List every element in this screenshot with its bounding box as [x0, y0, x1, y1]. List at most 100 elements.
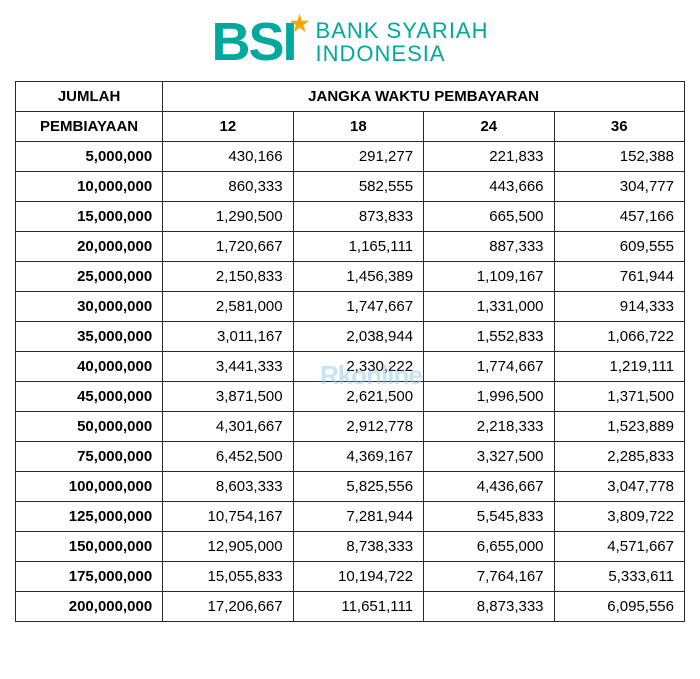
value-cell: 2,330,222: [293, 352, 423, 382]
table-row: 200,000,00017,206,66711,651,1118,873,333…: [16, 592, 685, 622]
value-cell: 4,301,667: [163, 412, 293, 442]
value-cell: 8,603,333: [163, 472, 293, 502]
table-head: JUMLAH JANGKA WAKTU PEMBAYARAN PEMBIAYAA…: [16, 82, 685, 142]
header-amount-sub: PEMBIAYAAN: [16, 112, 163, 142]
value-cell: 443,666: [424, 172, 554, 202]
value-cell: 291,277: [293, 142, 423, 172]
value-cell: 2,581,000: [163, 292, 293, 322]
table-row: 125,000,00010,754,1677,281,9445,545,8333…: [16, 502, 685, 532]
amount-cell: 5,000,000: [16, 142, 163, 172]
table-row: 175,000,00015,055,83310,194,7227,764,167…: [16, 562, 685, 592]
value-cell: 4,571,667: [554, 532, 684, 562]
amount-cell: 45,000,000: [16, 382, 163, 412]
value-cell: 4,369,167: [293, 442, 423, 472]
period-1: 18: [293, 112, 423, 142]
table-row: 40,000,0003,441,3332,330,2221,774,6671,2…: [16, 352, 685, 382]
value-cell: 12,905,000: [163, 532, 293, 562]
amount-cell: 150,000,000: [16, 532, 163, 562]
table-row: 45,000,0003,871,5002,621,5001,996,5001,3…: [16, 382, 685, 412]
table-body: 5,000,000430,166291,277221,833152,38810,…: [16, 142, 685, 622]
value-cell: 3,011,167: [163, 322, 293, 352]
value-cell: 304,777: [554, 172, 684, 202]
value-cell: 3,441,333: [163, 352, 293, 382]
value-cell: 609,555: [554, 232, 684, 262]
value-cell: 761,944: [554, 262, 684, 292]
logo-subtitle: BANK SYARIAH INDONESIA: [316, 19, 489, 65]
value-cell: 3,871,500: [163, 382, 293, 412]
amount-cell: 200,000,000: [16, 592, 163, 622]
table-row: 50,000,0004,301,6672,912,7782,218,3331,5…: [16, 412, 685, 442]
amount-cell: 175,000,000: [16, 562, 163, 592]
period-3: 36: [554, 112, 684, 142]
payment-table: JUMLAH JANGKA WAKTU PEMBAYARAN PEMBIAYAA…: [15, 81, 685, 622]
value-cell: 1,331,000: [424, 292, 554, 322]
value-cell: 1,720,667: [163, 232, 293, 262]
amount-cell: 40,000,000: [16, 352, 163, 382]
value-cell: 152,388: [554, 142, 684, 172]
value-cell: 1,552,833: [424, 322, 554, 352]
value-cell: 860,333: [163, 172, 293, 202]
value-cell: 5,545,833: [424, 502, 554, 532]
value-cell: 6,655,000: [424, 532, 554, 562]
logo-line2: INDONESIA: [316, 42, 489, 65]
amount-cell: 100,000,000: [16, 472, 163, 502]
value-cell: 6,095,556: [554, 592, 684, 622]
value-cell: 887,333: [424, 232, 554, 262]
star-icon: ★: [290, 13, 308, 35]
value-cell: 11,651,111: [293, 592, 423, 622]
value-cell: 1,219,111: [554, 352, 684, 382]
amount-cell: 75,000,000: [16, 442, 163, 472]
value-cell: 1,774,667: [424, 352, 554, 382]
value-cell: 17,206,667: [163, 592, 293, 622]
value-cell: 6,452,500: [163, 442, 293, 472]
value-cell: 2,038,944: [293, 322, 423, 352]
value-cell: 1,066,722: [554, 322, 684, 352]
amount-cell: 20,000,000: [16, 232, 163, 262]
value-cell: 2,150,833: [163, 262, 293, 292]
logo-line1: BANK SYARIAH: [316, 19, 489, 42]
table-row: 20,000,0001,720,6671,165,111887,333609,5…: [16, 232, 685, 262]
period-0: 12: [163, 112, 293, 142]
table-row: 15,000,0001,290,500873,833665,500457,166: [16, 202, 685, 232]
value-cell: 5,825,556: [293, 472, 423, 502]
logo-mark: BSI ★: [211, 15, 295, 69]
value-cell: 15,055,833: [163, 562, 293, 592]
value-cell: 665,500: [424, 202, 554, 232]
value-cell: 914,333: [554, 292, 684, 322]
table-row: 150,000,00012,905,0008,738,3336,655,0004…: [16, 532, 685, 562]
value-cell: 3,327,500: [424, 442, 554, 472]
value-cell: 2,285,833: [554, 442, 684, 472]
table-row: 100,000,0008,603,3335,825,5564,436,6673,…: [16, 472, 685, 502]
page-container: BSI ★ BANK SYARIAH INDONESIA Rkonline JU…: [15, 15, 685, 622]
value-cell: 1,109,167: [424, 262, 554, 292]
value-cell: 582,555: [293, 172, 423, 202]
value-cell: 221,833: [424, 142, 554, 172]
value-cell: 1,165,111: [293, 232, 423, 262]
value-cell: 2,912,778: [293, 412, 423, 442]
value-cell: 7,281,944: [293, 502, 423, 532]
value-cell: 1,523,889: [554, 412, 684, 442]
amount-cell: 125,000,000: [16, 502, 163, 532]
value-cell: 1,456,389: [293, 262, 423, 292]
value-cell: 1,290,500: [163, 202, 293, 232]
amount-cell: 35,000,000: [16, 322, 163, 352]
value-cell: 2,218,333: [424, 412, 554, 442]
amount-cell: 50,000,000: [16, 412, 163, 442]
logo-area: BSI ★ BANK SYARIAH INDONESIA: [15, 15, 685, 69]
amount-cell: 25,000,000: [16, 262, 163, 292]
value-cell: 8,738,333: [293, 532, 423, 562]
header-amount: JUMLAH: [16, 82, 163, 112]
value-cell: 8,873,333: [424, 592, 554, 622]
value-cell: 2,621,500: [293, 382, 423, 412]
value-cell: 10,194,722: [293, 562, 423, 592]
value-cell: 5,333,611: [554, 562, 684, 592]
table-header-row2: PEMBIAYAAN 12 18 24 36: [16, 112, 685, 142]
value-cell: 457,166: [554, 202, 684, 232]
value-cell: 4,436,667: [424, 472, 554, 502]
table-row: 25,000,0002,150,8331,456,3891,109,167761…: [16, 262, 685, 292]
amount-cell: 30,000,000: [16, 292, 163, 322]
value-cell: 1,747,667: [293, 292, 423, 322]
value-cell: 3,809,722: [554, 502, 684, 532]
header-period: JANGKA WAKTU PEMBAYARAN: [163, 82, 685, 112]
table-header-row1: JUMLAH JANGKA WAKTU PEMBAYARAN: [16, 82, 685, 112]
